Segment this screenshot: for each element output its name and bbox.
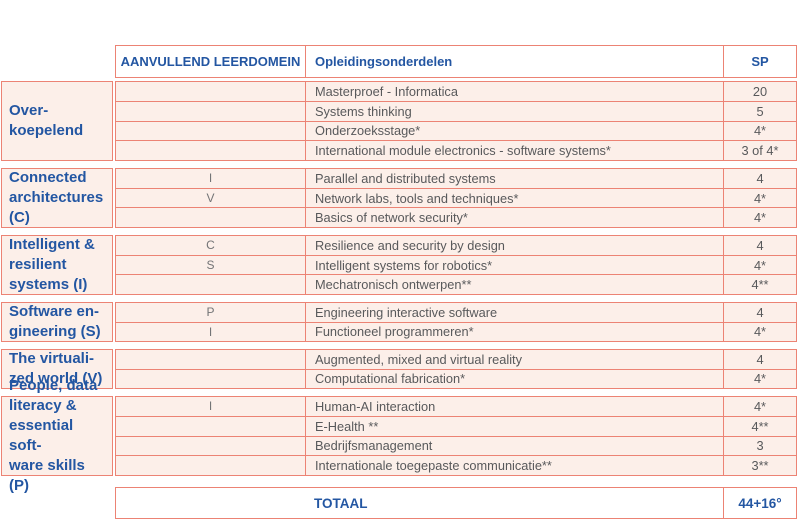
table-row: Mechatronisch ontwerpen** 4** bbox=[116, 275, 796, 295]
table-row: Systems thinking 5 bbox=[116, 101, 796, 122]
sp-value-cell: 4* bbox=[723, 208, 796, 228]
domain-code-cell bbox=[116, 370, 305, 389]
group-rows-software-engineering: P Engineering interactive software 4 I F… bbox=[115, 302, 797, 342]
group-rows-people-data-literacy: I Human-AI interaction 4* E-Health ** 4*… bbox=[115, 396, 797, 476]
course-name-cell: Resilience and security by design bbox=[305, 236, 723, 255]
group-label-intelligent-resilient: Intelligent & resilient systems (I) bbox=[1, 235, 113, 295]
sp-value-cell: 4* bbox=[723, 322, 796, 341]
course-name-cell: Network labs, tools and techniques* bbox=[305, 188, 723, 208]
total-spacer bbox=[116, 488, 305, 518]
sp-value-cell: 4 bbox=[723, 169, 796, 188]
sp-value-cell: 4* bbox=[723, 255, 796, 275]
course-name-cell: Onderzoeksstage* bbox=[305, 121, 723, 141]
domain-code-cell: C bbox=[206, 238, 215, 253]
total-row: TOTAAL 44+16° bbox=[115, 487, 797, 519]
sp-value-cell: 4* bbox=[723, 188, 796, 208]
course-name-cell: Human-AI interaction bbox=[305, 397, 723, 416]
domain-code-cell: I bbox=[208, 171, 213, 186]
group-rows-connected-architectures: I Parallel and distributed systems 4 V N… bbox=[115, 168, 797, 228]
domain-code-cell bbox=[116, 275, 305, 294]
sp-value-cell: 4** bbox=[723, 275, 796, 295]
domain-code-cell: V bbox=[206, 191, 215, 205]
domain-code-cell bbox=[116, 208, 305, 227]
total-label: TOTAAL bbox=[314, 495, 368, 511]
sp-value-cell: 3** bbox=[723, 456, 796, 475]
group-label-virtualized-world: The virtuali- zed world (V) bbox=[1, 349, 113, 389]
course-name-cell: Computational fabrication* bbox=[305, 369, 723, 388]
sp-value-cell: 4* bbox=[723, 369, 796, 388]
sp-value-cell: 4* bbox=[723, 397, 796, 416]
group-label-connected-architectures: Connected architectures (C) bbox=[1, 168, 113, 228]
group-label-software-engineering: Software en- gineering (S) bbox=[1, 302, 113, 342]
group-rows-overkoepelend: Masterproef - Informatica 20 Systems thi… bbox=[115, 81, 797, 161]
course-name-cell: Mechatronisch ontwerpen** bbox=[305, 275, 723, 295]
header-course-column: Opleidingsonderdelen bbox=[305, 46, 723, 77]
table-row: Bedrijfsmanagement 3 bbox=[116, 436, 796, 457]
table-row: S Intelligent systems for robotics* 4* bbox=[116, 255, 796, 276]
domain-code-cell: I bbox=[208, 399, 213, 414]
domain-code-cell bbox=[116, 122, 305, 141]
domain-code-cell: I bbox=[208, 324, 213, 339]
course-name-cell: Masterproef - Informatica bbox=[305, 82, 723, 101]
table-row: P Engineering interactive software 4 bbox=[116, 303, 796, 323]
course-name-cell: Systems thinking bbox=[305, 101, 723, 121]
header-domain-column: AANVULLEND LEERDOMEIN bbox=[120, 54, 301, 69]
course-name-cell: Basics of network security* bbox=[305, 208, 723, 228]
domain-code-cell bbox=[116, 417, 305, 436]
sp-value-cell: 20 bbox=[723, 82, 796, 101]
course-name-cell: Augmented, mixed and virtual reality bbox=[305, 350, 723, 369]
domain-code-cell bbox=[116, 456, 305, 475]
sp-value-cell: 3 bbox=[723, 436, 796, 456]
domain-code-cell bbox=[116, 350, 305, 369]
course-name-cell: Functioneel programmeren* bbox=[305, 322, 723, 341]
sp-value-cell: 4 bbox=[723, 303, 796, 322]
domain-code-cell: S bbox=[206, 258, 215, 272]
table-row: I Human-AI interaction 4* bbox=[116, 397, 796, 417]
table-row: Internationale toegepaste communicatie**… bbox=[116, 456, 796, 475]
sp-value-cell: 5 bbox=[723, 101, 796, 121]
table-row: Onderzoeksstage* 4* bbox=[116, 121, 796, 142]
course-name-cell: International module electronics - softw… bbox=[305, 141, 723, 160]
course-name-cell: Internationale toegepaste communicatie** bbox=[305, 456, 723, 475]
domain-code-cell bbox=[116, 102, 305, 121]
domain-code-cell bbox=[116, 82, 305, 101]
sp-value-cell: 4 bbox=[723, 236, 796, 255]
table-row: C Resilience and security by design 4 bbox=[116, 236, 796, 256]
sp-value-cell: 4 bbox=[723, 350, 796, 369]
table-row: Computational fabrication* 4* bbox=[116, 369, 796, 389]
table-row: I Parallel and distributed systems 4 bbox=[116, 169, 796, 189]
total-sp-value: 44+16° bbox=[723, 488, 796, 518]
sp-value-cell: 4* bbox=[723, 121, 796, 141]
header-sp-column: SP bbox=[723, 46, 796, 77]
sp-value-cell: 4** bbox=[723, 416, 796, 436]
course-name-cell: Intelligent systems for robotics* bbox=[305, 255, 723, 275]
course-name-cell: Engineering interactive software bbox=[305, 303, 723, 322]
domain-code-cell bbox=[116, 141, 305, 160]
table-row: Basics of network security* 4* bbox=[116, 208, 796, 228]
group-rows-virtualized-world: Augmented, mixed and virtual reality 4 C… bbox=[115, 349, 797, 389]
table-row: Masterproef - Informatica 20 bbox=[116, 82, 796, 102]
domain-code-cell bbox=[116, 437, 305, 456]
table-row: I Functioneel programmeren* 4* bbox=[116, 322, 796, 341]
table-row: E-Health ** 4** bbox=[116, 416, 796, 437]
group-rows-intelligent-resilient: C Resilience and security by design 4 S … bbox=[115, 235, 797, 295]
course-name-cell: Parallel and distributed systems bbox=[305, 169, 723, 188]
table-row: V Network labs, tools and techniques* 4* bbox=[116, 188, 796, 209]
course-name-cell: E-Health ** bbox=[305, 416, 723, 436]
group-label-overkoepelend: Over- koepelend bbox=[1, 81, 113, 161]
sp-value-cell: 3 of 4* bbox=[723, 141, 796, 160]
table-header-row: AANVULLEND LEERDOMEIN Opleidingsonderdel… bbox=[115, 45, 797, 78]
table-row: International module electronics - softw… bbox=[116, 141, 796, 160]
course-name-cell: Bedrijfsmanagement bbox=[305, 436, 723, 456]
group-label-people-data-literacy: People, data literacy & essential soft- … bbox=[1, 377, 113, 494]
domain-code-cell: P bbox=[206, 305, 215, 320]
table-row: Augmented, mixed and virtual reality 4 bbox=[116, 350, 796, 370]
